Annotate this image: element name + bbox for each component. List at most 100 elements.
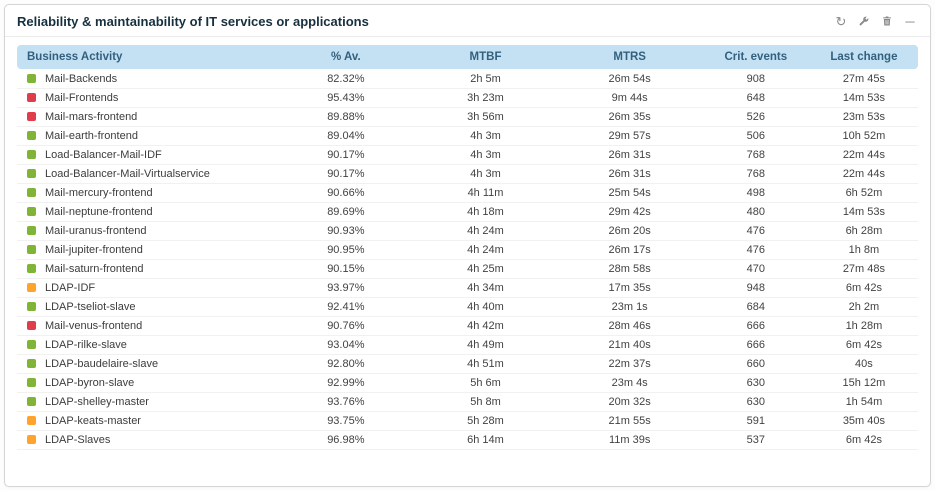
status-square-icon — [27, 302, 36, 311]
availability-value: 90.15% — [278, 260, 414, 279]
mtbf-value: 4h 49m — [413, 336, 558, 355]
mtbf-value: 4h 42m — [413, 317, 558, 336]
crit-events-value: 666 — [701, 317, 810, 336]
status-square-icon — [27, 74, 36, 83]
status-square-icon — [27, 378, 36, 387]
availability-value: 90.66% — [278, 184, 414, 203]
mtrs-value: 29m 57s — [557, 127, 702, 146]
status-square-icon — [27, 416, 36, 425]
availability-value: 90.95% — [278, 241, 414, 260]
crit-events-value: 908 — [701, 69, 810, 89]
last-change-value: 40s — [809, 355, 918, 374]
status-square-icon — [27, 112, 36, 121]
last-change-value: 22m 44s — [809, 146, 918, 165]
table-container: Business Activity % Av. MTBF MTRS Crit. … — [5, 37, 930, 460]
business-activity-name: Mail-Frontends — [45, 92, 119, 104]
mtbf-value: 4h 51m — [413, 355, 558, 374]
widget-toolbar: ↻ ─ — [833, 13, 918, 29]
status-square-icon — [27, 435, 36, 444]
mtrs-value: 26m 31s — [557, 165, 702, 184]
trash-icon[interactable] — [879, 13, 895, 29]
business-activity-name: LDAP-byron-slave — [45, 377, 135, 389]
business-activity-name: LDAP-rilke-slave — [45, 339, 127, 351]
last-change-value: 6m 42s — [809, 431, 918, 450]
availability-value: 89.69% — [278, 203, 414, 222]
availability-value: 90.93% — [278, 222, 414, 241]
mtrs-value: 9m 44s — [557, 89, 702, 108]
minimize-icon[interactable]: ─ — [902, 13, 918, 29]
availability-value: 93.75% — [278, 412, 414, 431]
table-row: LDAP-tseliot-slave 92.41% 4h 40m 23m 1s … — [17, 298, 918, 317]
mtbf-value: 4h 24m — [413, 241, 558, 260]
availability-value: 92.99% — [278, 374, 414, 393]
business-activity-name: Mail-Backends — [45, 73, 118, 85]
table-row: LDAP-byron-slave 92.99% 5h 6m 23m 4s 630… — [17, 374, 918, 393]
mtrs-value: 28m 58s — [557, 260, 702, 279]
mtbf-value: 2h 5m — [413, 69, 558, 89]
table-row: LDAP-IDF 93.97% 4h 34m 17m 35s 948 6m 42… — [17, 279, 918, 298]
table-row: Mail-mercury-frontend 90.66% 4h 11m 25m … — [17, 184, 918, 203]
business-activity-name: LDAP-IDF — [45, 282, 96, 294]
status-square-icon — [27, 188, 36, 197]
status-square-icon — [27, 359, 36, 368]
status-square-icon — [27, 245, 36, 254]
last-change-value: 35m 40s — [809, 412, 918, 431]
wrench-icon[interactable] — [856, 13, 872, 29]
table-row: LDAP-shelley-master 93.76% 5h 8m 20m 32s… — [17, 393, 918, 412]
widget-header: Reliability & maintainability of IT serv… — [5, 5, 930, 37]
table-body: Mail-Backends 82.32% 2h 5m 26m 54s 908 2… — [17, 69, 918, 450]
availability-value: 93.97% — [278, 279, 414, 298]
status-square-icon — [27, 226, 36, 235]
last-change-value: 1h 54m — [809, 393, 918, 412]
crit-events-value: 660 — [701, 355, 810, 374]
last-change-value: 14m 53s — [809, 203, 918, 222]
mtrs-value: 26m 20s — [557, 222, 702, 241]
refresh-icon[interactable]: ↻ — [833, 13, 849, 29]
crit-events-value: 768 — [701, 146, 810, 165]
business-activity-name: LDAP-Slaves — [45, 434, 111, 446]
crit-events-value: 666 — [701, 336, 810, 355]
crit-events-value: 470 — [701, 260, 810, 279]
last-change-value: 6m 42s — [809, 336, 918, 355]
business-activity-name: Mail-earth-frontend — [45, 130, 138, 142]
status-square-icon — [27, 93, 36, 102]
business-activity-name: LDAP-keats-master — [45, 415, 141, 427]
availability-value: 96.98% — [278, 431, 414, 450]
mtbf-value: 3h 23m — [413, 89, 558, 108]
col-business-activity: Business Activity — [17, 45, 279, 69]
status-square-icon — [27, 264, 36, 273]
mtrs-value: 23m 1s — [557, 298, 702, 317]
availability-value: 90.17% — [278, 146, 414, 165]
mtbf-value: 3h 56m — [413, 108, 558, 127]
last-change-value: 2h 2m — [809, 298, 918, 317]
business-activity-name: Mail-neptune-frontend — [45, 206, 153, 218]
last-change-value: 27m 45s — [809, 69, 918, 89]
business-activity-name: Mail-jupiter-frontend — [45, 244, 143, 256]
table-row: Mail-mars-frontend 89.88% 3h 56m 26m 35s… — [17, 108, 918, 127]
crit-events-value: 476 — [701, 222, 810, 241]
status-square-icon — [27, 169, 36, 178]
last-change-value: 23m 53s — [809, 108, 918, 127]
mtrs-value: 23m 4s — [557, 374, 702, 393]
table-row: Mail-Frontends 95.43% 3h 23m 9m 44s 648 … — [17, 89, 918, 108]
crit-events-value: 648 — [701, 89, 810, 108]
last-change-value: 22m 44s — [809, 165, 918, 184]
availability-value: 93.76% — [278, 393, 414, 412]
col-last-change: Last change — [809, 45, 918, 69]
mtbf-value: 6h 14m — [413, 431, 558, 450]
mtrs-value: 25m 54s — [557, 184, 702, 203]
availability-value: 89.04% — [278, 127, 414, 146]
mtbf-value: 4h 3m — [413, 146, 558, 165]
widget-title: Reliability & maintainability of IT serv… — [17, 13, 369, 29]
table-row: Mail-earth-frontend 89.04% 4h 3m 29m 57s… — [17, 127, 918, 146]
crit-events-value: 630 — [701, 374, 810, 393]
mtrs-value: 26m 31s — [557, 146, 702, 165]
crit-events-value: 591 — [701, 412, 810, 431]
availability-value: 93.04% — [278, 336, 414, 355]
last-change-value: 10h 52m — [809, 127, 918, 146]
table-row: Mail-uranus-frontend 90.93% 4h 24m 26m 2… — [17, 222, 918, 241]
mtrs-value: 21m 40s — [557, 336, 702, 355]
table-row: Mail-saturn-frontend 90.15% 4h 25m 28m 5… — [17, 260, 918, 279]
mtbf-value: 4h 18m — [413, 203, 558, 222]
mtrs-value: 26m 17s — [557, 241, 702, 260]
